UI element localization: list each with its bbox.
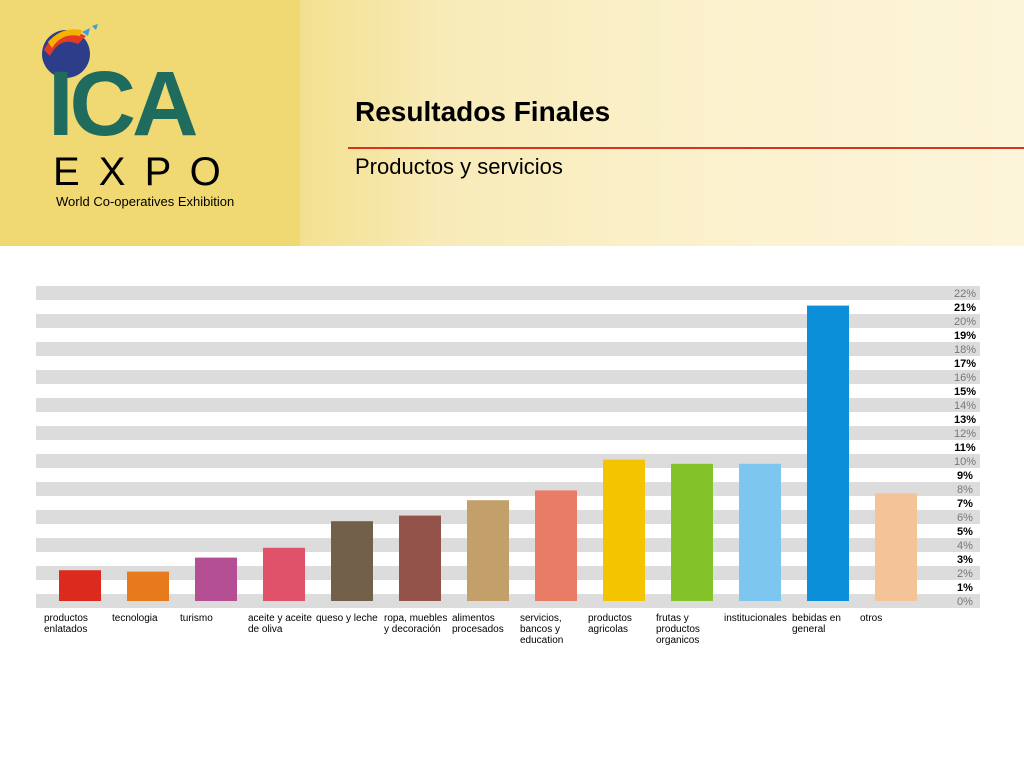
bar: [467, 500, 509, 601]
y-tick-label: 15%: [954, 386, 976, 398]
slide-title: Resultados Finales: [355, 96, 611, 127]
x-tick-label: alimentos procesados: [452, 613, 504, 635]
x-tick-label: frutas y productos organicos: [656, 613, 700, 646]
y-tick-label: 10%: [954, 456, 976, 468]
x-tick-label: otros: [860, 613, 883, 624]
y-tick-label: 13%: [954, 414, 976, 426]
x-tick-label: productos enlatados: [44, 613, 88, 635]
y-tick-label: 12%: [954, 428, 976, 440]
y-tick-label: 22%: [954, 288, 976, 300]
y-tick-label: 18%: [954, 344, 976, 356]
y-tick-label: 6%: [957, 512, 973, 524]
x-tick-label: queso y leche: [316, 613, 378, 624]
y-tick-label: 8%: [957, 484, 973, 496]
y-tick-label: 14%: [954, 400, 976, 412]
grid-stripe: [36, 342, 980, 356]
x-tick-label: servicios, bancos y education: [520, 613, 564, 646]
logo-expo: E X P O: [53, 150, 225, 194]
grid-stripe: [36, 286, 980, 300]
bar: [807, 305, 849, 601]
bar: [399, 515, 441, 601]
x-tick-label: institucionales: [724, 613, 787, 624]
y-tick-label: 19%: [954, 330, 976, 342]
logo-globe: [42, 24, 98, 78]
y-tick-label: 20%: [954, 316, 976, 328]
y-tick-label: 0%: [957, 596, 973, 608]
grid-stripe: [36, 314, 980, 328]
bar: [331, 521, 373, 601]
bar: [59, 570, 101, 601]
x-tick-label: turismo: [180, 613, 213, 624]
x-tick-label: aceite y aceite de oliva: [248, 613, 312, 635]
bar: [263, 547, 305, 601]
bar: [671, 463, 713, 601]
y-tick-label: 16%: [954, 372, 976, 384]
y-tick-label: 9%: [957, 470, 973, 482]
logo-tagline: World Co-operatives Exhibition: [56, 194, 235, 209]
y-tick-label: 3%: [957, 554, 973, 566]
slide-subtitle: Productos y servicios: [355, 154, 563, 179]
y-tick-label: 7%: [957, 498, 973, 510]
x-tick-label: ropa, muebles y decoración: [384, 613, 448, 635]
grid-stripe: [36, 370, 980, 384]
grid-stripe: [36, 426, 980, 440]
y-tick-label: 1%: [957, 582, 973, 594]
bar: [127, 571, 169, 601]
y-tick-label: 17%: [954, 358, 976, 370]
y-tick-label: 4%: [957, 540, 973, 552]
header: ICA E X P O World Co-operatives Exhibiti…: [0, 0, 1024, 246]
y-tick-label: 5%: [957, 526, 973, 538]
grid-stripe: [36, 398, 980, 412]
bar: [739, 463, 781, 601]
logo-mark: ICA: [48, 53, 198, 155]
x-tick-label: productos agricolas: [588, 613, 632, 635]
y-tick-label: 11%: [954, 442, 976, 454]
y-tick-label: 2%: [957, 568, 973, 580]
x-tick-label: bebidas en general: [792, 613, 841, 635]
bar: [535, 490, 577, 601]
title-rule: [348, 147, 1024, 149]
bar: [195, 557, 237, 601]
bar: [603, 459, 645, 601]
bar: [875, 493, 917, 601]
y-tick-label: 21%: [954, 302, 976, 314]
x-tick-label: tecnologia: [112, 613, 158, 624]
